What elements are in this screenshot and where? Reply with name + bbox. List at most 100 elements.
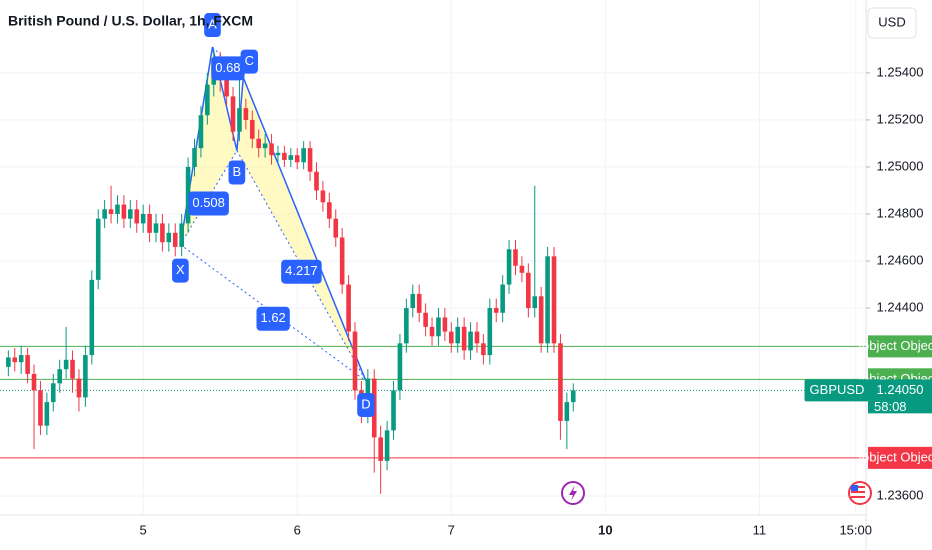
candle-body bbox=[115, 204, 120, 214]
candle-body bbox=[140, 213, 146, 224]
candle-body bbox=[436, 317, 441, 337]
candle-body bbox=[526, 272, 531, 309]
candle-body bbox=[12, 357, 18, 363]
pattern-fill bbox=[236, 77, 366, 381]
candle-body bbox=[192, 148, 197, 167]
pattern-point-label-box bbox=[204, 13, 221, 38]
x-tick-label: 10 bbox=[598, 522, 612, 537]
candle-body bbox=[205, 84, 210, 116]
candle-body bbox=[532, 296, 538, 309]
candle-body bbox=[538, 296, 544, 344]
candle-body bbox=[320, 190, 326, 203]
pattern-labels: X A B C D 0.68 0.508 4.217 1.62 bbox=[172, 13, 375, 417]
candle-body bbox=[468, 331, 473, 351]
candle-body bbox=[166, 232, 172, 243]
candle-body bbox=[506, 249, 512, 285]
candle-body bbox=[551, 256, 557, 344]
candle-body bbox=[262, 143, 268, 149]
candle-body bbox=[429, 326, 435, 337]
pattern-point-label-box bbox=[172, 258, 189, 283]
x-tick-label: 15:00 bbox=[839, 522, 872, 537]
x-tick-label: 5 bbox=[140, 522, 147, 537]
candle-body bbox=[307, 148, 313, 172]
candle-body bbox=[493, 308, 499, 313]
candle-body bbox=[18, 355, 24, 363]
y-tick-label: 1.24400 bbox=[877, 299, 924, 314]
pattern-point-label: X bbox=[176, 262, 185, 277]
candle-body bbox=[558, 343, 563, 421]
candle-body bbox=[70, 359, 75, 379]
x-tick-label: 7 bbox=[448, 522, 455, 537]
candle-body bbox=[294, 155, 300, 163]
candle-body bbox=[448, 331, 454, 344]
candle-body bbox=[416, 293, 422, 313]
pattern-ratio-label: 4.217 bbox=[285, 263, 318, 278]
candle-body bbox=[172, 232, 178, 247]
price-label-box bbox=[868, 335, 932, 358]
candle-body bbox=[564, 402, 570, 421]
candle-body bbox=[134, 209, 140, 224]
candle-body bbox=[147, 213, 152, 233]
pattern-point-label-box bbox=[357, 392, 375, 417]
chart-title: British Pound / U.S. Dollar, 1h, FXCM bbox=[8, 13, 253, 29]
candle-body bbox=[339, 237, 345, 285]
y-tick-label: 1.25400 bbox=[877, 64, 924, 79]
candle-body bbox=[57, 369, 63, 384]
candle-body bbox=[95, 218, 101, 280]
candle-body bbox=[38, 390, 43, 426]
pattern-leg bbox=[242, 77, 367, 382]
candle-body bbox=[481, 343, 486, 356]
candle-body bbox=[288, 155, 294, 160]
candle-body bbox=[102, 209, 107, 219]
pattern-ratio-line bbox=[179, 150, 238, 245]
price-label: [object Object] bbox=[858, 338, 932, 353]
candle-body bbox=[487, 308, 493, 356]
countdown: 58:08 bbox=[874, 399, 907, 414]
pattern-ratio-label-box bbox=[211, 56, 245, 81]
price-label-box bbox=[868, 379, 932, 414]
candles bbox=[6, 49, 576, 494]
candle-body bbox=[314, 171, 319, 191]
currency-button[interactable] bbox=[867, 7, 917, 39]
symbol-label-box bbox=[804, 379, 870, 402]
candle-body bbox=[410, 293, 416, 309]
candle-body bbox=[378, 437, 383, 461]
y-tick-label: 1.24800 bbox=[877, 205, 924, 220]
candle-body bbox=[50, 383, 56, 403]
pattern-point-label-box bbox=[228, 160, 246, 185]
candle-body bbox=[121, 204, 127, 219]
pattern-point-label: A bbox=[208, 16, 217, 31]
candle-body bbox=[249, 119, 255, 139]
candle-body bbox=[25, 355, 30, 374]
symbol-label: GBPUSD bbox=[810, 382, 865, 397]
x-tick-label: 6 bbox=[294, 522, 301, 537]
pattern-point-label: D bbox=[361, 396, 370, 411]
price-label: [object Object] bbox=[858, 449, 932, 464]
candle-body bbox=[89, 279, 95, 356]
flag-icon[interactable] bbox=[848, 481, 872, 505]
price-label-box bbox=[868, 446, 932, 469]
candle-body bbox=[545, 256, 550, 344]
candle-body bbox=[128, 209, 133, 219]
currency[interactable]: USD bbox=[878, 14, 905, 29]
pattern-point-label: B bbox=[233, 164, 242, 179]
pattern-point-label-box bbox=[240, 49, 258, 74]
y-tick-label: 1.24600 bbox=[877, 252, 924, 267]
lightning-icon[interactable] bbox=[561, 481, 585, 505]
pattern-ratio-label: 1.62 bbox=[260, 310, 285, 325]
candle-body bbox=[31, 373, 37, 391]
candle-body bbox=[397, 343, 403, 391]
price-label: 1.24050 bbox=[877, 382, 924, 397]
candle-body bbox=[160, 223, 165, 243]
candle-body bbox=[256, 138, 262, 149]
candle-body bbox=[44, 402, 50, 426]
candle-body bbox=[461, 326, 467, 351]
candle-body bbox=[570, 390, 576, 403]
candle-body bbox=[474, 331, 480, 344]
candle-body bbox=[442, 317, 448, 332]
y-tick-label: 1.23600 bbox=[877, 488, 924, 503]
candle-body bbox=[333, 218, 339, 238]
candle-body bbox=[327, 202, 332, 219]
